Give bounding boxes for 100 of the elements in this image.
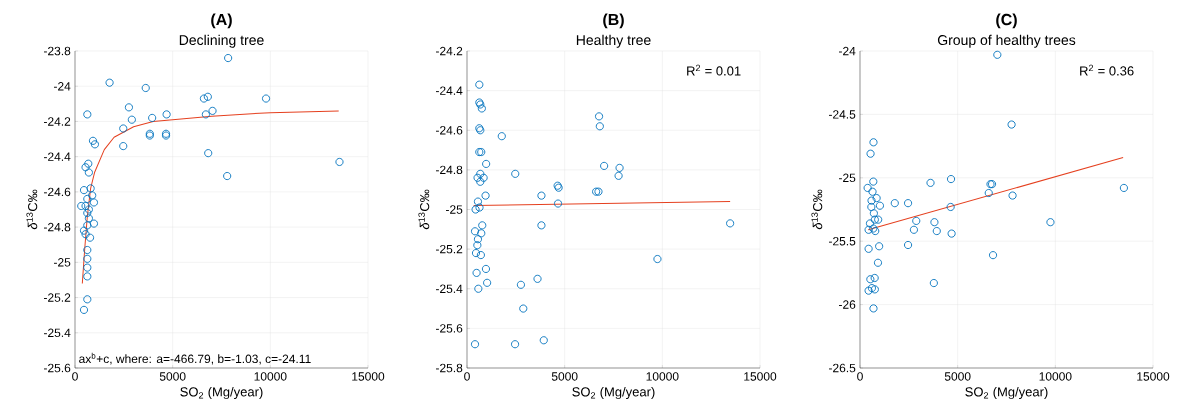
point bbox=[866, 275, 875, 284]
point bbox=[869, 209, 878, 218]
y-tick-label: -25 bbox=[839, 173, 856, 183]
point bbox=[89, 219, 98, 228]
point bbox=[483, 278, 492, 287]
y-tick-label: -24.2 bbox=[435, 46, 463, 56]
x-tick-label: 15000 bbox=[1137, 372, 1170, 381]
y-axis-title: δ$^{13}$C‰ bbox=[26, 189, 38, 230]
y-tick-label: -25 bbox=[54, 258, 71, 267]
point bbox=[946, 175, 956, 184]
y-axis-title: δ$^{13}$C‰ bbox=[418, 189, 430, 230]
x-tick-label: 15000 bbox=[744, 372, 777, 381]
y-tick-label: -25.4 bbox=[435, 284, 463, 293]
y-tick-label: -25.4 bbox=[43, 328, 71, 338]
point bbox=[946, 202, 955, 212]
point bbox=[475, 203, 484, 212]
text: ax$^{b}$+c, where: a=-466.79, b=-1.03, c=-24.11 bbox=[79, 352, 311, 365]
point bbox=[473, 235, 482, 244]
point bbox=[223, 171, 232, 181]
point bbox=[519, 304, 528, 313]
x-tick-label: 5000 bbox=[944, 372, 971, 381]
point bbox=[81, 163, 90, 172]
point bbox=[912, 216, 921, 225]
point bbox=[615, 163, 624, 172]
x-tick-label: 10000 bbox=[1039, 372, 1072, 381]
point bbox=[1008, 191, 1017, 200]
point bbox=[105, 78, 114, 87]
point bbox=[86, 184, 95, 193]
point bbox=[653, 254, 662, 264]
point bbox=[478, 221, 487, 230]
point bbox=[932, 227, 941, 236]
point bbox=[870, 273, 879, 283]
point bbox=[479, 173, 488, 182]
point bbox=[201, 110, 210, 119]
point bbox=[476, 177, 485, 186]
point bbox=[890, 199, 899, 208]
point bbox=[474, 284, 483, 293]
x-tick-label: 5000 bbox=[551, 372, 578, 381]
point bbox=[874, 215, 883, 224]
point bbox=[600, 161, 609, 170]
point bbox=[869, 224, 878, 233]
point bbox=[872, 194, 881, 203]
line-series bbox=[81, 110, 340, 284]
point bbox=[904, 240, 913, 250]
point bbox=[481, 191, 490, 200]
y-tick-label: -25.6 bbox=[435, 324, 463, 333]
point bbox=[537, 191, 546, 200]
point bbox=[81, 201, 90, 211]
point bbox=[83, 245, 92, 255]
y-tick-label: -24.2 bbox=[43, 117, 71, 126]
point bbox=[867, 202, 876, 212]
y-tick-label: -25 bbox=[446, 205, 463, 214]
point bbox=[482, 159, 491, 168]
point bbox=[199, 94, 208, 103]
point bbox=[595, 122, 604, 131]
point bbox=[86, 233, 95, 242]
point bbox=[470, 227, 480, 236]
point bbox=[870, 215, 879, 224]
x-tick-label: 10000 bbox=[646, 372, 679, 381]
point bbox=[208, 106, 217, 115]
point bbox=[83, 194, 92, 203]
x-tick-label: 5000 bbox=[159, 372, 186, 381]
point bbox=[89, 198, 98, 207]
y-tick-label: -23.8 bbox=[43, 46, 71, 56]
point bbox=[83, 295, 92, 304]
y-tick-label: -24.4 bbox=[43, 152, 71, 161]
point bbox=[726, 219, 735, 228]
point bbox=[471, 205, 480, 214]
point bbox=[511, 340, 520, 349]
point bbox=[83, 221, 92, 230]
point bbox=[864, 225, 873, 234]
x-tick-label: 0 bbox=[857, 372, 863, 381]
point bbox=[83, 272, 92, 281]
x-axis-title: SO$_{2}$ (Mg/year) bbox=[965, 386, 1048, 400]
point bbox=[516, 280, 525, 289]
point bbox=[83, 263, 92, 272]
y-tick-label: -25.8 bbox=[435, 363, 463, 373]
point bbox=[595, 112, 604, 121]
point bbox=[539, 336, 548, 345]
y-tick-label: -25.2 bbox=[43, 293, 71, 302]
y-tick-label: -24.8 bbox=[435, 165, 463, 175]
y-tick-label: -24 bbox=[839, 46, 856, 56]
point bbox=[869, 177, 878, 186]
point bbox=[926, 178, 935, 187]
point bbox=[1007, 120, 1016, 129]
point bbox=[993, 50, 1002, 59]
point bbox=[865, 219, 875, 228]
point bbox=[224, 54, 233, 63]
annotation: R$^{2}$ = 0.01 bbox=[687, 64, 741, 76]
point bbox=[119, 142, 128, 151]
chart-title: (A) bbox=[211, 13, 232, 29]
x-tick-label: 0 bbox=[72, 372, 78, 381]
point bbox=[141, 83, 150, 93]
point bbox=[497, 132, 506, 141]
point bbox=[864, 286, 873, 295]
x-axis-title: SO$_{2}$ (Mg/year) bbox=[180, 386, 263, 400]
point bbox=[1046, 218, 1055, 227]
x-tick-label: 0 bbox=[464, 372, 470, 381]
point bbox=[204, 149, 213, 158]
chart-title: (B) bbox=[603, 13, 624, 29]
